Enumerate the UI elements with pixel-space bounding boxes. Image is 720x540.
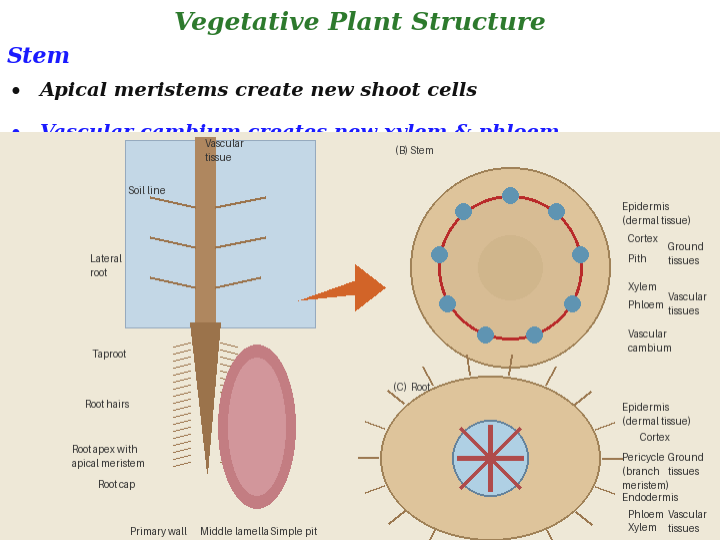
Text: •: • bbox=[9, 124, 22, 147]
Text: Vascular cambium creates new xylem & phloem: Vascular cambium creates new xylem & phl… bbox=[40, 124, 559, 143]
Text: Apical meristems create new shoot cells: Apical meristems create new shoot cells bbox=[40, 82, 478, 100]
Text: Stem: Stem bbox=[7, 46, 71, 68]
Text: Vegetative Plant Structure: Vegetative Plant Structure bbox=[174, 11, 546, 35]
Text: •: • bbox=[9, 82, 22, 105]
